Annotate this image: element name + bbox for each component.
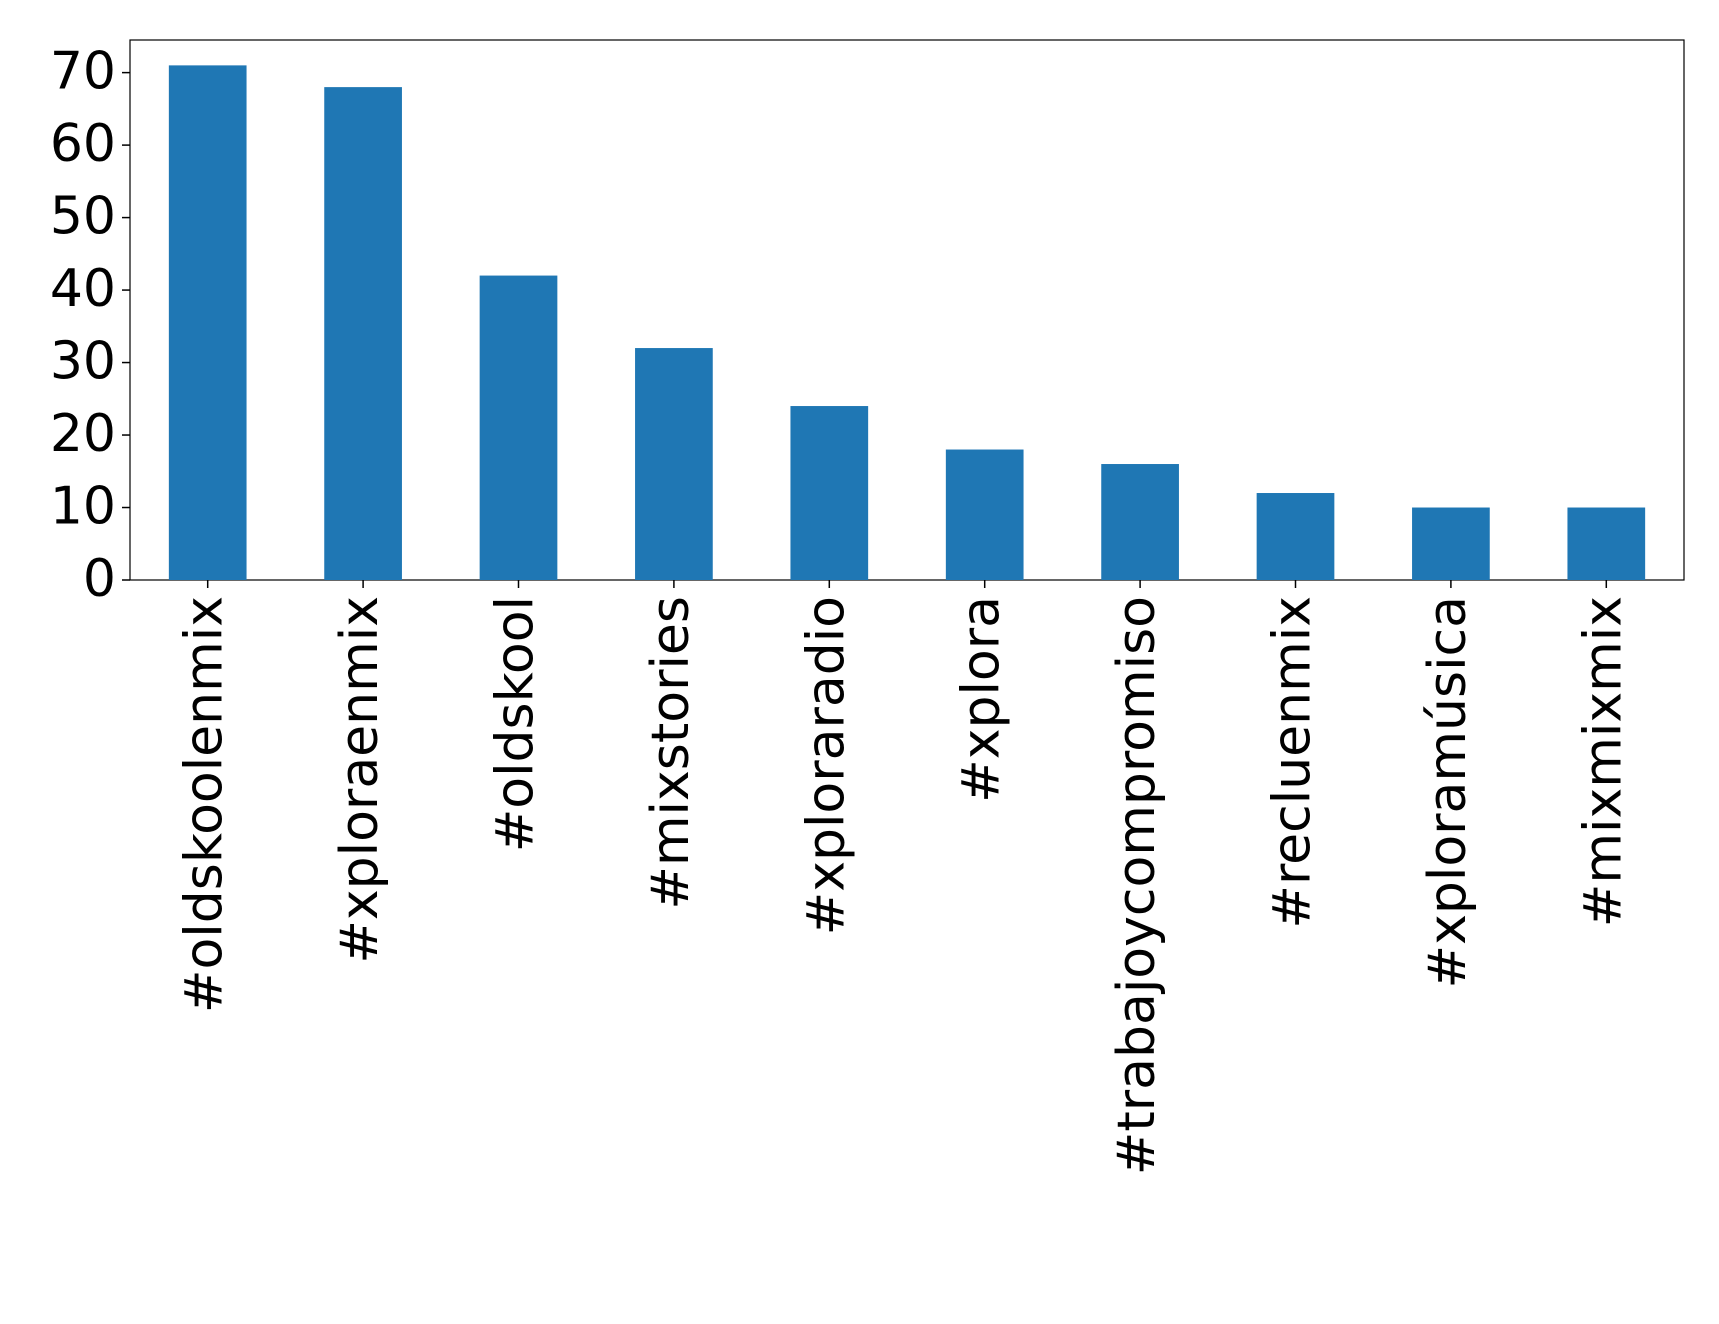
bar	[1412, 507, 1490, 580]
bar	[1256, 493, 1335, 580]
y-tick-label: 0	[83, 549, 116, 609]
bar	[168, 65, 247, 580]
bar	[635, 348, 713, 580]
x-tick-label: #xploramúsica	[1418, 596, 1478, 988]
x-tick-label: #mixmixmix	[1573, 596, 1633, 927]
bar	[479, 275, 558, 580]
bar	[945, 449, 1024, 580]
y-tick-label: 10	[50, 477, 116, 537]
x-tick-label: #oldskool	[486, 596, 546, 852]
x-tick-label: #xplora	[952, 596, 1012, 803]
bar	[790, 406, 869, 580]
bar	[1101, 464, 1179, 580]
y-tick-label: 40	[50, 259, 116, 319]
x-tick-label: #xploraenmix	[330, 596, 390, 964]
y-tick-label: 60	[50, 114, 116, 174]
y-tick-label: 70	[50, 42, 116, 102]
x-tick-label: #mixstories	[641, 596, 701, 910]
y-tick-label: 50	[50, 187, 116, 247]
x-tick-label: #oldskoolenmix	[175, 596, 235, 1013]
plot-frame	[129, 39, 1685, 581]
y-tick-label: 30	[50, 332, 116, 392]
bar	[1567, 507, 1646, 580]
x-tick-label: #trabajoycompromiso	[1107, 596, 1167, 1175]
x-tick-label: #xploraradio	[796, 596, 856, 935]
bar	[324, 87, 402, 580]
x-tick-label: #recluenmix	[1263, 596, 1323, 929]
y-tick-label: 20	[50, 404, 116, 464]
